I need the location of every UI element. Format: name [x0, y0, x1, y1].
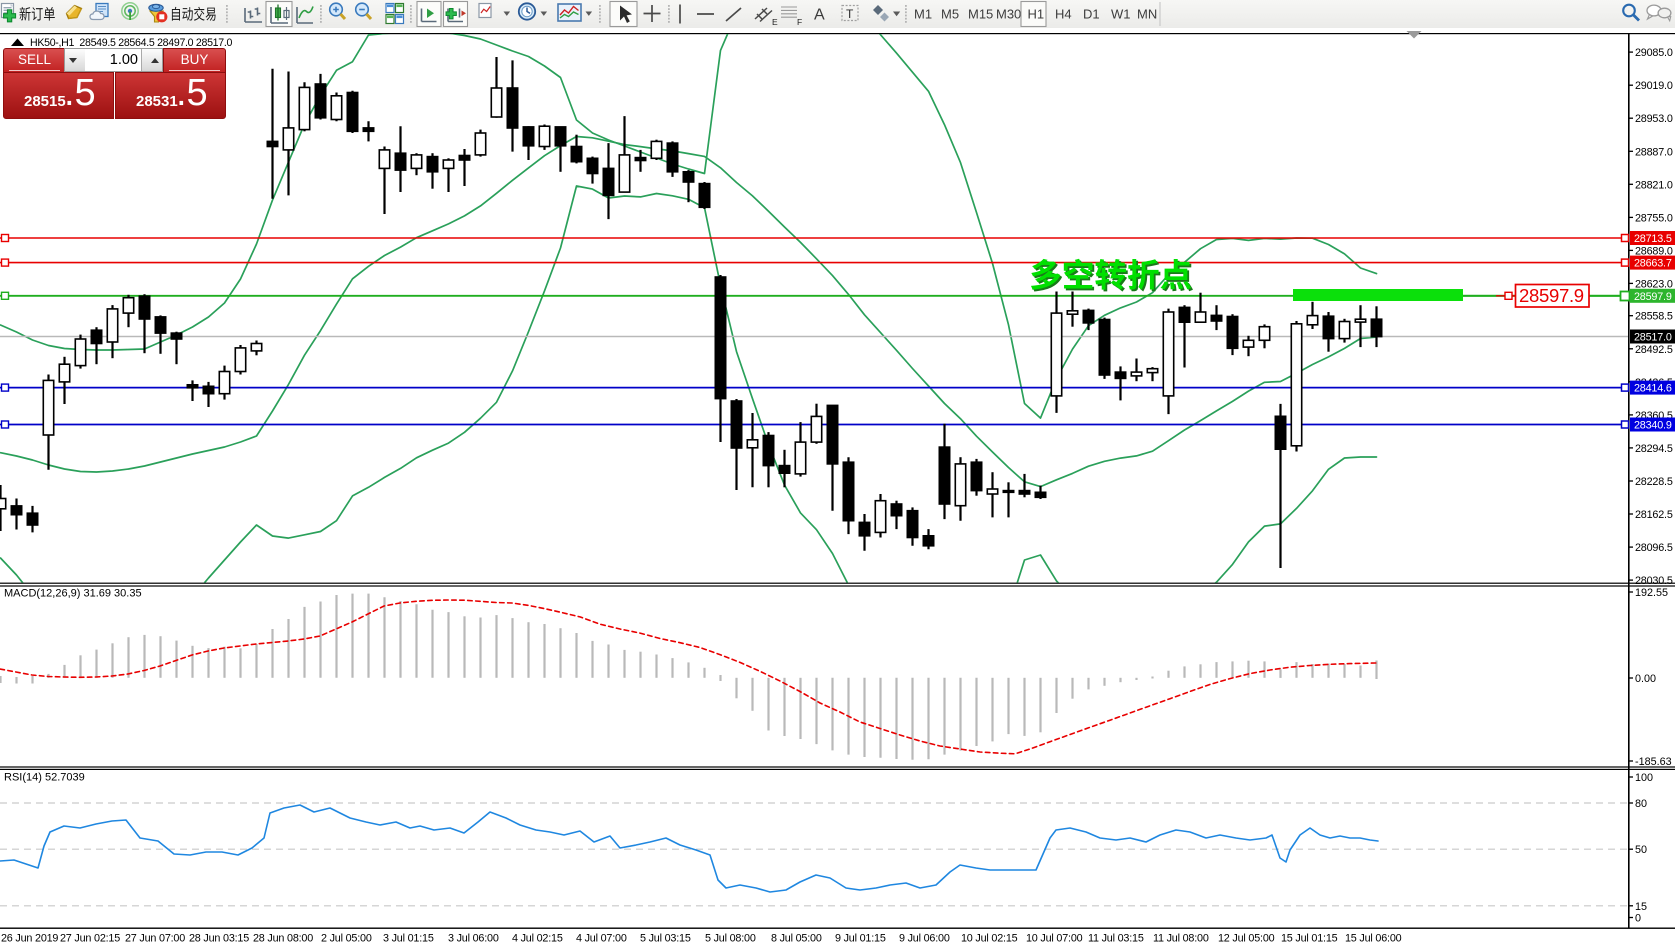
- svg-text:28414.6: 28414.6: [1634, 383, 1672, 395]
- svg-text:28597.9: 28597.9: [1519, 285, 1584, 306]
- svg-text:27 Jun 02:15: 27 Jun 02:15: [60, 933, 120, 945]
- svg-text:28953.0: 28953.0: [1635, 113, 1673, 125]
- svg-text:15 Jul 01:15: 15 Jul 01:15: [1281, 933, 1338, 945]
- svg-text:D1: D1: [1083, 7, 1100, 22]
- svg-text:28517.0: 28517.0: [1634, 332, 1672, 344]
- svg-text:28623.0: 28623.0: [1635, 278, 1673, 290]
- svg-text:28228.5: 28228.5: [1635, 476, 1673, 488]
- svg-text:10 Jul 07:00: 10 Jul 07:00: [1026, 933, 1083, 945]
- svg-text:28162.5: 28162.5: [1635, 509, 1673, 521]
- svg-text:T: T: [846, 7, 854, 21]
- svg-text:HK50-,H1 28549.5 28564.5 2849: HK50-,H1 28549.5 28564.5 28497.0 28517.0: [30, 37, 233, 49]
- svg-text:28689.0: 28689.0: [1635, 245, 1673, 257]
- svg-text:3 Jul 06:00: 3 Jul 06:00: [448, 933, 499, 945]
- svg-text:M1: M1: [914, 7, 932, 22]
- svg-text:M15: M15: [968, 7, 993, 22]
- svg-text:192.55: 192.55: [1635, 587, 1668, 599]
- svg-text:W1: W1: [1111, 7, 1131, 22]
- svg-text:10 Jul 02:15: 10 Jul 02:15: [961, 933, 1018, 945]
- svg-text:28 Jun 03:15: 28 Jun 03:15: [189, 933, 249, 945]
- svg-text:28821.0: 28821.0: [1635, 179, 1673, 191]
- svg-text:9 Jul 06:00: 9 Jul 06:00: [899, 933, 950, 945]
- svg-text:11 Jul 08:00: 11 Jul 08:00: [1153, 933, 1209, 945]
- svg-text:28713.5: 28713.5: [1634, 233, 1672, 245]
- svg-text:MACD(12,26,9) 31.69 30.35: MACD(12,26,9) 31.69 30.35: [4, 588, 142, 600]
- svg-text:0.00: 0.00: [1635, 673, 1656, 685]
- svg-text:28755.0: 28755.0: [1635, 212, 1673, 224]
- svg-text:29085.0: 29085.0: [1635, 47, 1673, 59]
- svg-text:28887.0: 28887.0: [1635, 146, 1673, 158]
- svg-text:2 Jul 05:00: 2 Jul 05:00: [321, 933, 372, 945]
- svg-text:28096.5: 28096.5: [1635, 542, 1673, 554]
- svg-text:50: 50: [1635, 844, 1647, 856]
- svg-text:5 Jul 08:00: 5 Jul 08:00: [705, 933, 756, 945]
- svg-text:H4: H4: [1055, 7, 1072, 22]
- svg-text:12 Jul 05:00: 12 Jul 05:00: [1218, 933, 1275, 945]
- svg-text:15: 15: [1635, 901, 1647, 913]
- svg-text:28597.9: 28597.9: [1634, 291, 1672, 303]
- svg-text:26 Jun 2019: 26 Jun 2019: [1, 933, 58, 945]
- svg-text:28030.5: 28030.5: [1635, 575, 1673, 587]
- svg-text:5 Jul 03:15: 5 Jul 03:15: [640, 933, 691, 945]
- svg-text:4 Jul 07:00: 4 Jul 07:00: [576, 933, 627, 945]
- svg-text:M30: M30: [996, 7, 1021, 22]
- svg-text:A: A: [814, 7, 825, 24]
- svg-text:100: 100: [1635, 772, 1653, 784]
- svg-text:29019.0: 29019.0: [1635, 80, 1673, 92]
- svg-text:4 Jul 02:15: 4 Jul 02:15: [512, 933, 563, 945]
- svg-text:RSI(14) 52.7039: RSI(14) 52.7039: [4, 772, 85, 784]
- svg-text:MN: MN: [1137, 7, 1157, 22]
- svg-text:27 Jun 07:00: 27 Jun 07:00: [125, 933, 185, 945]
- svg-text:15 Jul 06:00: 15 Jul 06:00: [1345, 933, 1402, 945]
- svg-text:M5: M5: [941, 7, 959, 22]
- svg-text:F: F: [797, 17, 802, 27]
- svg-text:28558.5: 28558.5: [1635, 311, 1673, 323]
- svg-text:-185.63: -185.63: [1635, 756, 1672, 768]
- svg-text:8 Jul 05:00: 8 Jul 05:00: [771, 933, 822, 945]
- svg-text:3 Jul 01:15: 3 Jul 01:15: [383, 933, 434, 945]
- svg-text:28340.9: 28340.9: [1634, 420, 1672, 432]
- svg-text:28 Jun 08:00: 28 Jun 08:00: [253, 933, 313, 945]
- svg-text:80: 80: [1635, 798, 1647, 810]
- svg-text:11 Jul 03:15: 11 Jul 03:15: [1088, 933, 1144, 945]
- svg-text:E: E: [772, 17, 778, 27]
- svg-text:28663.7: 28663.7: [1634, 258, 1672, 270]
- svg-text:H1: H1: [1028, 7, 1045, 22]
- svg-text:28294.5: 28294.5: [1635, 443, 1673, 455]
- svg-text:0: 0: [1635, 913, 1641, 925]
- svg-text:9 Jul 01:15: 9 Jul 01:15: [835, 933, 886, 945]
- svg-text:28492.5: 28492.5: [1635, 344, 1673, 356]
